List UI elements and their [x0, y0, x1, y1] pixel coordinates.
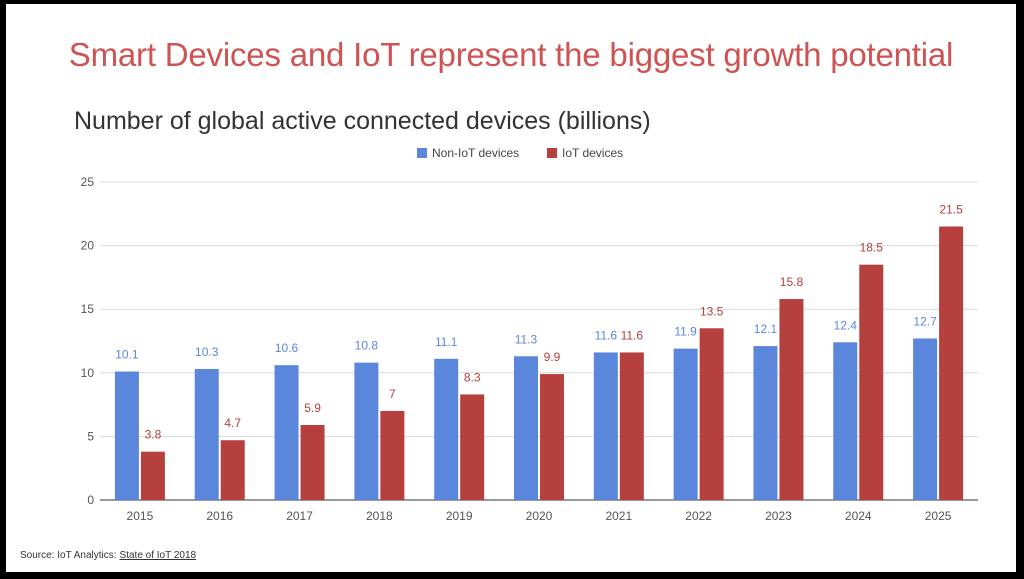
- legend-swatch: [547, 148, 557, 158]
- y-tick-label: 5: [87, 429, 94, 443]
- data-label: 12.4: [834, 318, 858, 332]
- bar-iot: [939, 226, 964, 500]
- y-tick-label: 10: [81, 366, 95, 380]
- bar-iot: [140, 451, 165, 500]
- bars: [114, 226, 964, 500]
- y-tick-label: 15: [81, 302, 95, 316]
- bar-iot: [699, 328, 724, 500]
- bar-iot: [859, 264, 884, 500]
- data-label: 3.8: [145, 428, 162, 442]
- data-label: 21.5: [939, 203, 963, 217]
- data-label: 11.6: [595, 328, 618, 342]
- data-label: 11.3: [515, 332, 538, 346]
- x-tick-label: 2015: [127, 509, 154, 523]
- x-tick-label: 2019: [446, 509, 473, 523]
- data-label: 11.1: [435, 335, 458, 349]
- data-label: 8.3: [464, 370, 481, 384]
- bar-iot: [300, 424, 325, 500]
- data-label: 13.5: [700, 304, 724, 318]
- y-tick-label: 20: [81, 239, 95, 253]
- data-label: 12.1: [754, 322, 778, 336]
- data-label: 9.9: [544, 350, 561, 364]
- data-label: 10.3: [195, 345, 219, 359]
- bar-non-iot: [274, 365, 299, 500]
- bar-iot: [460, 394, 485, 500]
- x-tick-label: 2023: [765, 509, 792, 523]
- bar-non-iot: [354, 362, 379, 500]
- source-note: Source: IoT Analytics: State of IoT 2018: [20, 550, 196, 561]
- bar-iot: [380, 410, 405, 500]
- x-tick-label: 2022: [685, 509, 712, 523]
- data-label: 4.7: [224, 416, 241, 430]
- legend-label: Non-IoT devices: [432, 146, 519, 160]
- bar-non-iot: [114, 371, 139, 500]
- bar-iot: [220, 440, 245, 500]
- chart-title: Number of global active connected device…: [74, 107, 651, 135]
- data-label: 15.8: [780, 275, 804, 289]
- legend: Non-IoT devices IoT devices: [417, 146, 623, 160]
- x-tick-label: 2021: [605, 509, 632, 523]
- data-label: 12.7: [913, 314, 937, 328]
- y-axis-ticks: 0 5 10 15 20 25: [81, 175, 95, 507]
- bar-iot: [619, 352, 644, 500]
- bar-non-iot: [833, 342, 858, 500]
- legend-label: IoT devices: [562, 146, 623, 160]
- bar-non-iot: [753, 346, 778, 500]
- bar-non-iot: [514, 356, 538, 500]
- bar-non-iot: [434, 358, 459, 500]
- data-label: 11.9: [674, 325, 697, 339]
- data-label: 7: [389, 387, 396, 401]
- x-tick-label: 2020: [526, 509, 553, 523]
- y-tick-label: 0: [87, 493, 94, 507]
- bar-iot: [779, 299, 804, 500]
- bar-non-iot: [913, 338, 938, 500]
- data-label: 10.8: [355, 339, 379, 353]
- data-label: 18.5: [860, 241, 884, 255]
- data-labels: 10.1 3.8 10.3 4.7 10.6 5.9 10.8 7 11.1 8.3 11.3 9.9…: [115, 203, 963, 442]
- gridlines: [100, 181, 978, 501]
- bar-iot: [540, 374, 564, 500]
- data-label: 5.9: [304, 401, 321, 415]
- x-tick-label: 2018: [366, 509, 393, 523]
- data-label: 11.6: [621, 328, 644, 342]
- bar-non-iot: [593, 352, 618, 500]
- bar-non-iot: [673, 348, 698, 500]
- slide-headline: Smart Devices and IoT represent the bigg…: [68, 36, 954, 73]
- x-tick-label: 2025: [925, 509, 952, 523]
- x-tick-label: 2016: [206, 509, 233, 523]
- bar-non-iot: [194, 368, 219, 500]
- x-tick-label: 2024: [845, 509, 872, 523]
- data-label: 10.6: [275, 341, 299, 355]
- source-label: Source: IoT Analytics:: [20, 550, 117, 561]
- source-link[interactable]: State of IoT 2018: [119, 550, 197, 561]
- x-tick-label: 2017: [286, 509, 313, 523]
- legend-swatch: [417, 148, 427, 158]
- slide-canvas: Smart Devices and IoT represent the bigg…: [6, 4, 1016, 572]
- y-tick-label: 25: [81, 175, 95, 189]
- x-axis-ticks: 2015 2016 2017 2018 2019 2020 2021 2022 2023 2024…: [127, 509, 952, 523]
- data-label: 10.1: [115, 348, 139, 362]
